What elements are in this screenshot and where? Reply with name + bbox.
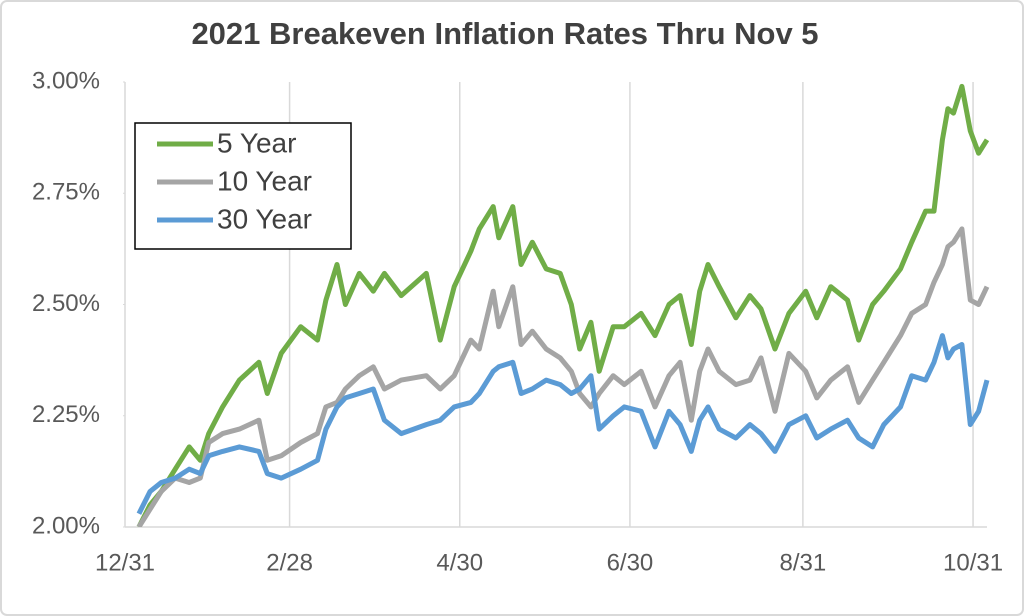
legend-label: 10 Year <box>217 165 312 196</box>
legend-label: 30 Year <box>217 203 312 234</box>
series-line <box>136 333 990 515</box>
y-tick-label: 2.50% <box>32 290 100 317</box>
x-tick-label: 2/28 <box>266 549 313 576</box>
x-tick-label: 12/31 <box>95 549 155 576</box>
series-line <box>136 226 990 527</box>
y-tick-label: 2.25% <box>32 401 100 428</box>
y-tick-label: 2.00% <box>32 512 100 539</box>
x-tick-label: 10/31 <box>943 549 1003 576</box>
chart-title: 2021 Breakeven Inflation Rates Thru Nov … <box>191 16 818 51</box>
legend-label: 5 Year <box>217 127 296 158</box>
x-tick-label: 6/30 <box>607 549 654 576</box>
x-tick-label: 8/31 <box>780 549 827 576</box>
x-tick-label: 4/30 <box>436 549 483 576</box>
y-tick-label: 3.00% <box>32 67 100 94</box>
y-tick-label: 2.75% <box>32 179 100 206</box>
series-line <box>136 83 990 527</box>
